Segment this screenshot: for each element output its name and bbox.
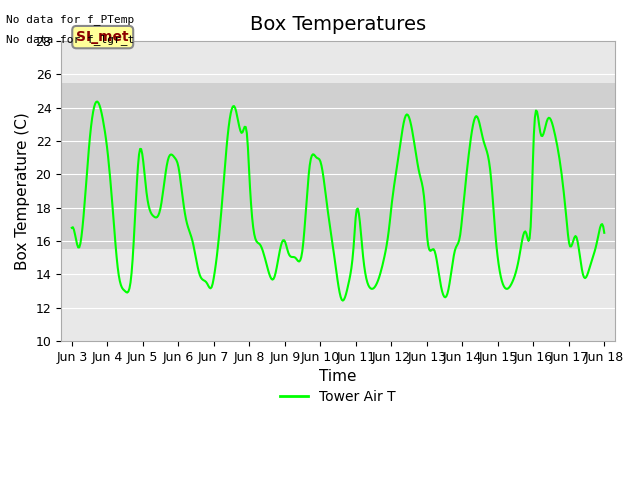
Y-axis label: Box Temperature (C): Box Temperature (C): [15, 112, 30, 270]
Text: No data for f_PTemp: No data for f_PTemp: [6, 14, 134, 25]
X-axis label: Time: Time: [319, 370, 356, 384]
Text: SI_met: SI_met: [76, 30, 129, 44]
Text: No data for f_lgr_t: No data for f_lgr_t: [6, 34, 134, 45]
Legend: Tower Air T: Tower Air T: [275, 384, 401, 409]
Title: Box Temperatures: Box Temperatures: [250, 15, 426, 34]
Bar: [61, 83, 615, 250]
